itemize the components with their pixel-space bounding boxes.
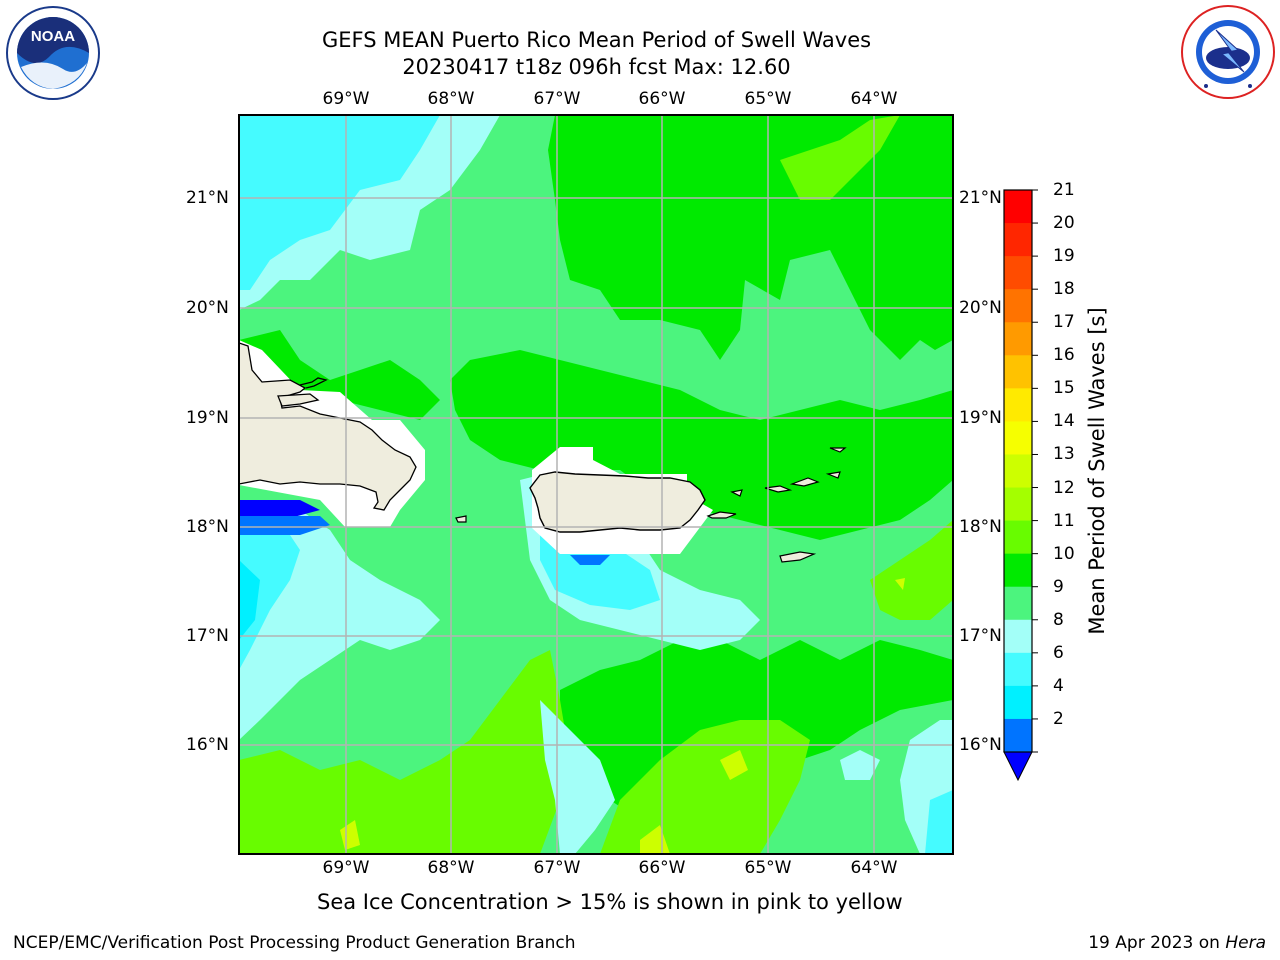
colorbar-segment — [1004, 223, 1032, 257]
svg-text:NOAA: NOAA — [31, 28, 75, 45]
chart-title: GEFS MEAN Puerto Rico Mean Period of Swe… — [321, 28, 872, 52]
colorbar-segment — [1004, 652, 1032, 687]
lon-label-top: 65°W — [744, 89, 792, 109]
lon-label-top: 66°W — [638, 89, 686, 109]
lon-label-bottom: 66°W — [638, 858, 686, 878]
colorbar-tick-label: 4 — [1053, 675, 1064, 696]
colorbar-tick-label: 14 — [1053, 411, 1075, 432]
sea-ice-note: Sea Ice Concentration > 15% is shown in … — [317, 890, 903, 914]
colorbar-segment — [1004, 388, 1032, 422]
chart-subtitle: 20230417 t18z 096h fcst Max: 12.60 — [402, 55, 791, 79]
lat-label-right: 17°N — [959, 626, 1002, 646]
lat-label-left: 18°N — [186, 517, 229, 537]
colorbar-tick-label: 9 — [1053, 576, 1064, 597]
lat-label-left: 21°N — [186, 188, 229, 208]
colorbar-segment — [1004, 322, 1032, 356]
lat-label-left: 19°N — [186, 408, 229, 428]
lat-label-right: 21°N — [959, 188, 1002, 208]
colorbar — [1003, 189, 1038, 782]
colorbar-segment — [1004, 190, 1032, 224]
lon-label-bottom: 64°W — [850, 858, 898, 878]
lat-label-right: 18°N — [959, 517, 1002, 537]
colorbar-tick-label: 6 — [1053, 642, 1064, 663]
colorbar-tick-label: 13 — [1053, 444, 1075, 465]
colorbar-extend-arrow — [1003, 751, 1033, 782]
lat-label-right: 20°N — [959, 298, 1002, 318]
colorbar-tick-label: 11 — [1053, 510, 1075, 531]
colorbar-tick-label: 20 — [1053, 213, 1075, 234]
lon-label-top: 68°W — [427, 89, 475, 109]
colorbar-segment — [1004, 718, 1032, 753]
lon-label-bottom: 65°W — [744, 858, 792, 878]
colorbar-segment — [1004, 421, 1032, 455]
colorbar-frame — [1003, 189, 1033, 753]
colorbar-tick-label: 12 — [1053, 477, 1075, 498]
footer-date-text: 19 Apr 2023 on — [1088, 933, 1220, 953]
colorbar-label: Mean Period of Swell Waves [s] — [1085, 307, 1109, 635]
colorbar-tick-label: 15 — [1053, 378, 1075, 399]
colorbar-segment — [1004, 487, 1032, 522]
lon-label-top: 67°W — [533, 89, 581, 109]
colorbar-tick-label: 8 — [1053, 609, 1064, 630]
footer-machine: Hera — [1225, 933, 1266, 953]
lat-label-left: 20°N — [186, 298, 229, 318]
colorbar-segment — [1004, 289, 1032, 323]
lon-label-top: 69°W — [322, 89, 370, 109]
colorbar-tick-label: 18 — [1053, 279, 1075, 300]
colorbar-tick-label: 10 — [1053, 543, 1075, 564]
lon-label-bottom: 67°W — [533, 858, 581, 878]
nws-logo-icon — [1181, 5, 1275, 99]
lon-label-top: 64°W — [850, 89, 898, 109]
lat-label-right: 16°N — [959, 735, 1002, 755]
lat-label-right: 19°N — [959, 408, 1002, 428]
lat-label-left: 17°N — [186, 626, 229, 646]
lon-label-bottom: 68°W — [427, 858, 475, 878]
colorbar-tick-label: 19 — [1053, 246, 1075, 267]
colorbar-segment — [1004, 619, 1032, 654]
lon-label-bottom: 69°W — [322, 858, 370, 878]
colorbar-segment — [1004, 586, 1032, 621]
noaa-logo-icon: NOAA — [6, 6, 100, 100]
swell-period-field — [239, 115, 953, 854]
colorbar-segment — [1004, 454, 1032, 489]
map-frame — [238, 114, 954, 855]
colorbar-tick-label: 2 — [1053, 708, 1064, 729]
colorbar-tick-label: 16 — [1053, 345, 1075, 366]
colorbar-segment — [1004, 685, 1032, 720]
colorbar-segment — [1004, 520, 1032, 555]
colorbar-segment — [1004, 256, 1032, 290]
colorbar-segment — [1004, 355, 1032, 389]
footer-branch: NCEP/EMC/Verification Post Processing Pr… — [13, 933, 576, 953]
lat-label-left: 16°N — [186, 735, 229, 755]
footer-date: 19 Apr 2023 on Hera — [1088, 933, 1266, 953]
colorbar-tick-label: 17 — [1053, 312, 1075, 333]
colorbar-segment — [1004, 553, 1032, 588]
colorbar-tick-label: 21 — [1053, 180, 1075, 200]
